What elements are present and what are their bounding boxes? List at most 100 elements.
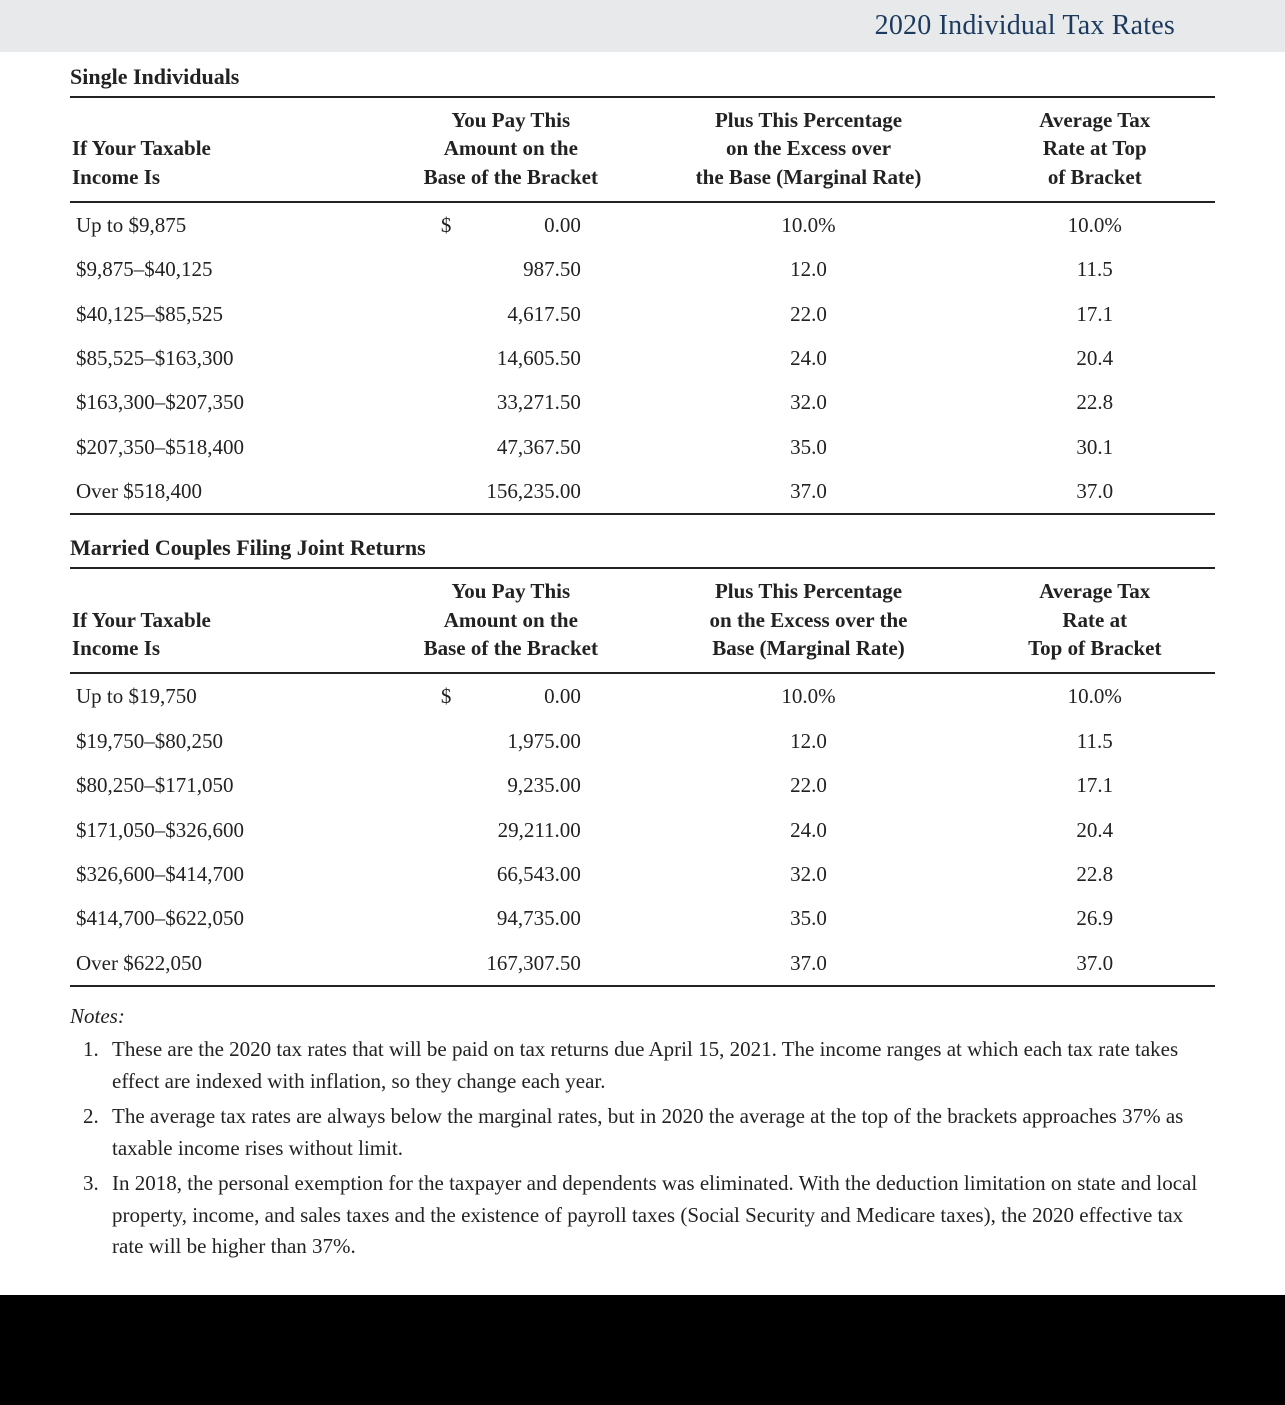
dollar-sign: $ (441, 211, 452, 239)
column-header-average: Average TaxRate at Topof Bracket (975, 97, 1215, 202)
cell-marginal-rate: 37.0 (642, 941, 974, 986)
cell-average-rate: 30.1 (975, 425, 1215, 469)
table-row: Up to $19,750$0.0010.0%10.0% (70, 673, 1215, 718)
cell-marginal-rate: 32.0 (642, 380, 974, 424)
dollar-sign: $ (441, 682, 452, 710)
note-item: The average tax rates are always below t… (104, 1101, 1215, 1164)
section-label-married: Married Couples Filing Joint Returns (70, 535, 1215, 561)
amount-value: 1,975.00 (507, 729, 581, 753)
cell-marginal-rate: 24.0 (642, 808, 974, 852)
cell-average-rate: 10.0% (975, 673, 1215, 718)
table-row: Over $622,050 167,307.50 37.037.0 (70, 941, 1215, 986)
cell-amount: 14,605.50 (379, 336, 642, 380)
bottom-black-bar (0, 1295, 1285, 1405)
cell-income: Over $622,050 (70, 941, 379, 986)
title-band: 2020 Individual Tax Rates (0, 0, 1285, 52)
table-body: Up to $19,750$0.0010.0%10.0%$19,750–$80,… (70, 673, 1215, 985)
table-row: $40,125–$85,5254,617.5022.017.1 (70, 292, 1215, 336)
cell-income: $85,525–$163,300 (70, 336, 379, 380)
cell-amount: 47,367.50 (379, 425, 642, 469)
notes-label: Notes: (70, 1001, 1215, 1033)
cell-amount: 66,543.00 (379, 852, 642, 896)
cell-income: $40,125–$85,525 (70, 292, 379, 336)
table-row: $19,750–$80,250 1,975.00 12.011.5 (70, 719, 1215, 763)
amount-value: 0.00 (544, 684, 581, 708)
cell-income: $163,300–$207,350 (70, 380, 379, 424)
table-row: $80,250–$171,050 9,235.00 22.017.1 (70, 763, 1215, 807)
table-row: $207,350–$518,40047,367.5035.030.1 (70, 425, 1215, 469)
cell-average-rate: 26.9 (975, 896, 1215, 940)
table-header: If Your TaxableIncome IsYou Pay ThisAmou… (70, 568, 1215, 673)
column-header-average: Average TaxRate atTop of Bracket (975, 568, 1215, 673)
cell-marginal-rate: 32.0 (642, 852, 974, 896)
cell-average-rate: 10.0% (975, 202, 1215, 247)
column-header-marginal: Plus This Percentageon the Excess overth… (642, 97, 974, 202)
column-header-income: If Your TaxableIncome Is (70, 568, 379, 673)
cell-income: $19,750–$80,250 (70, 719, 379, 763)
amount-value: 0.00 (544, 213, 581, 237)
amount-value: 33,271.50 (497, 390, 581, 414)
cell-amount: 1,975.00 (379, 719, 642, 763)
page-title: 2020 Individual Tax Rates (0, 10, 1285, 42)
cell-amount: 167,307.50 (379, 941, 642, 986)
column-header-amount: You Pay ThisAmount on theBase of the Bra… (379, 97, 642, 202)
cell-average-rate: 17.1 (975, 292, 1215, 336)
table-body: Up to $9,875$0.0010.0%10.0%$9,875–$40,12… (70, 202, 1215, 514)
content-area: Single Individuals If Your TaxableIncome… (0, 64, 1285, 1263)
cell-amount: 987.50 (379, 247, 642, 291)
cell-marginal-rate: 10.0% (642, 673, 974, 718)
column-header-marginal: Plus This Percentageon the Excess over t… (642, 568, 974, 673)
note-item: In 2018, the personal exemption for the … (104, 1168, 1215, 1263)
cell-marginal-rate: 12.0 (642, 719, 974, 763)
cell-average-rate: 11.5 (975, 247, 1215, 291)
cell-income: $171,050–$326,600 (70, 808, 379, 852)
amount-value: 66,543.00 (497, 862, 581, 886)
cell-amount: 156,235.00 (379, 469, 642, 514)
tax-table-married: If Your TaxableIncome IsYou Pay ThisAmou… (70, 567, 1215, 986)
cell-average-rate: 22.8 (975, 852, 1215, 896)
cell-marginal-rate: 10.0% (642, 202, 974, 247)
cell-marginal-rate: 24.0 (642, 336, 974, 380)
amount-value: 94,735.00 (497, 906, 581, 930)
amount-value: 4,617.50 (507, 302, 581, 326)
amount-value: 156,235.00 (486, 479, 581, 503)
cell-average-rate: 17.1 (975, 763, 1215, 807)
cell-marginal-rate: 37.0 (642, 469, 974, 514)
cell-average-rate: 20.4 (975, 808, 1215, 852)
column-header-income: If Your TaxableIncome Is (70, 97, 379, 202)
table-row: $163,300–$207,350 33,271.50 32.022.8 (70, 380, 1215, 424)
cell-amount: $0.00 (379, 202, 642, 247)
cell-amount: 4,617.50 (379, 292, 642, 336)
cell-income: Up to $19,750 (70, 673, 379, 718)
table-row: $414,700–$622,050 94,735.00 35.026.9 (70, 896, 1215, 940)
cell-income: $207,350–$518,400 (70, 425, 379, 469)
table-row: $9,875–$40,125987.5012.011.5 (70, 247, 1215, 291)
table-row: $85,525–$163,300 14,605.50 24.020.4 (70, 336, 1215, 380)
cell-average-rate: 22.8 (975, 380, 1215, 424)
table-row: $326,600–$414,700 66,543.00 32.022.8 (70, 852, 1215, 896)
amount-value: 9,235.00 (507, 773, 581, 797)
cell-amount: 33,271.50 (379, 380, 642, 424)
cell-marginal-rate: 22.0 (642, 763, 974, 807)
cell-average-rate: 20.4 (975, 336, 1215, 380)
note-item: These are the 2020 tax rates that will b… (104, 1034, 1215, 1097)
cell-amount: $0.00 (379, 673, 642, 718)
cell-marginal-rate: 35.0 (642, 896, 974, 940)
cell-amount: 9,235.00 (379, 763, 642, 807)
notes-block: Notes: These are the 2020 tax rates that… (70, 1001, 1215, 1263)
cell-income: $9,875–$40,125 (70, 247, 379, 291)
notes-list: These are the 2020 tax rates that will b… (70, 1034, 1215, 1263)
amount-value: 14,605.50 (497, 346, 581, 370)
cell-income: $80,250–$171,050 (70, 763, 379, 807)
table-row: Over $518,400156,235.0037.037.0 (70, 469, 1215, 514)
amount-value: 167,307.50 (486, 951, 581, 975)
cell-income: $326,600–$414,700 (70, 852, 379, 896)
column-header-amount: You Pay ThisAmount on theBase of the Bra… (379, 568, 642, 673)
cell-income: $414,700–$622,050 (70, 896, 379, 940)
table-row: Up to $9,875$0.0010.0%10.0% (70, 202, 1215, 247)
amount-value: 29,211.00 (498, 818, 581, 842)
section-label-single: Single Individuals (70, 64, 1215, 90)
cell-average-rate: 11.5 (975, 719, 1215, 763)
cell-average-rate: 37.0 (975, 941, 1215, 986)
tax-table-single: If Your TaxableIncome IsYou Pay ThisAmou… (70, 96, 1215, 515)
